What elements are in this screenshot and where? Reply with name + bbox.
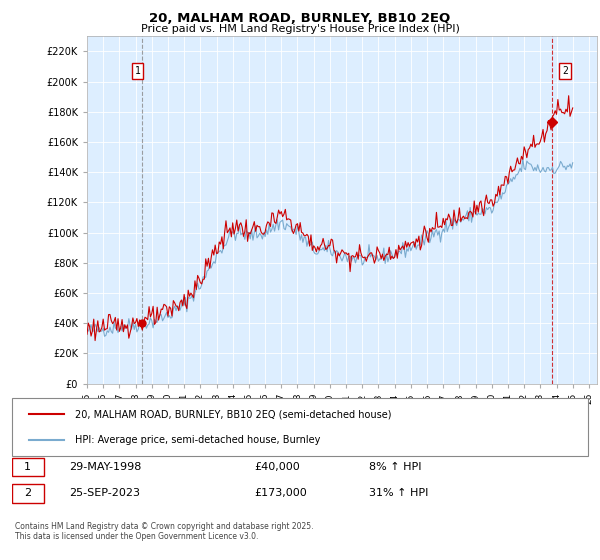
Text: 20, MALHAM ROAD, BURNLEY, BB10 2EQ: 20, MALHAM ROAD, BURNLEY, BB10 2EQ (149, 12, 451, 25)
Text: 25-SEP-2023: 25-SEP-2023 (70, 488, 140, 498)
Text: 8% ↑ HPI: 8% ↑ HPI (369, 462, 422, 472)
Text: Price paid vs. HM Land Registry's House Price Index (HPI): Price paid vs. HM Land Registry's House … (140, 24, 460, 34)
Text: 2: 2 (24, 488, 31, 498)
Text: 20, MALHAM ROAD, BURNLEY, BB10 2EQ (semi-detached house): 20, MALHAM ROAD, BURNLEY, BB10 2EQ (semi… (76, 409, 392, 419)
Text: HPI: Average price, semi-detached house, Burnley: HPI: Average price, semi-detached house,… (76, 435, 321, 445)
FancyBboxPatch shape (12, 398, 588, 456)
Text: 31% ↑ HPI: 31% ↑ HPI (369, 488, 428, 498)
Text: £173,000: £173,000 (254, 488, 307, 498)
Text: 2: 2 (562, 66, 568, 76)
FancyBboxPatch shape (12, 458, 44, 477)
Text: £40,000: £40,000 (254, 462, 299, 472)
Text: Contains HM Land Registry data © Crown copyright and database right 2025.
This d: Contains HM Land Registry data © Crown c… (15, 522, 314, 542)
Text: 29-MAY-1998: 29-MAY-1998 (70, 462, 142, 472)
Text: 1: 1 (134, 66, 140, 76)
FancyBboxPatch shape (12, 484, 44, 503)
Text: 1: 1 (24, 462, 31, 472)
